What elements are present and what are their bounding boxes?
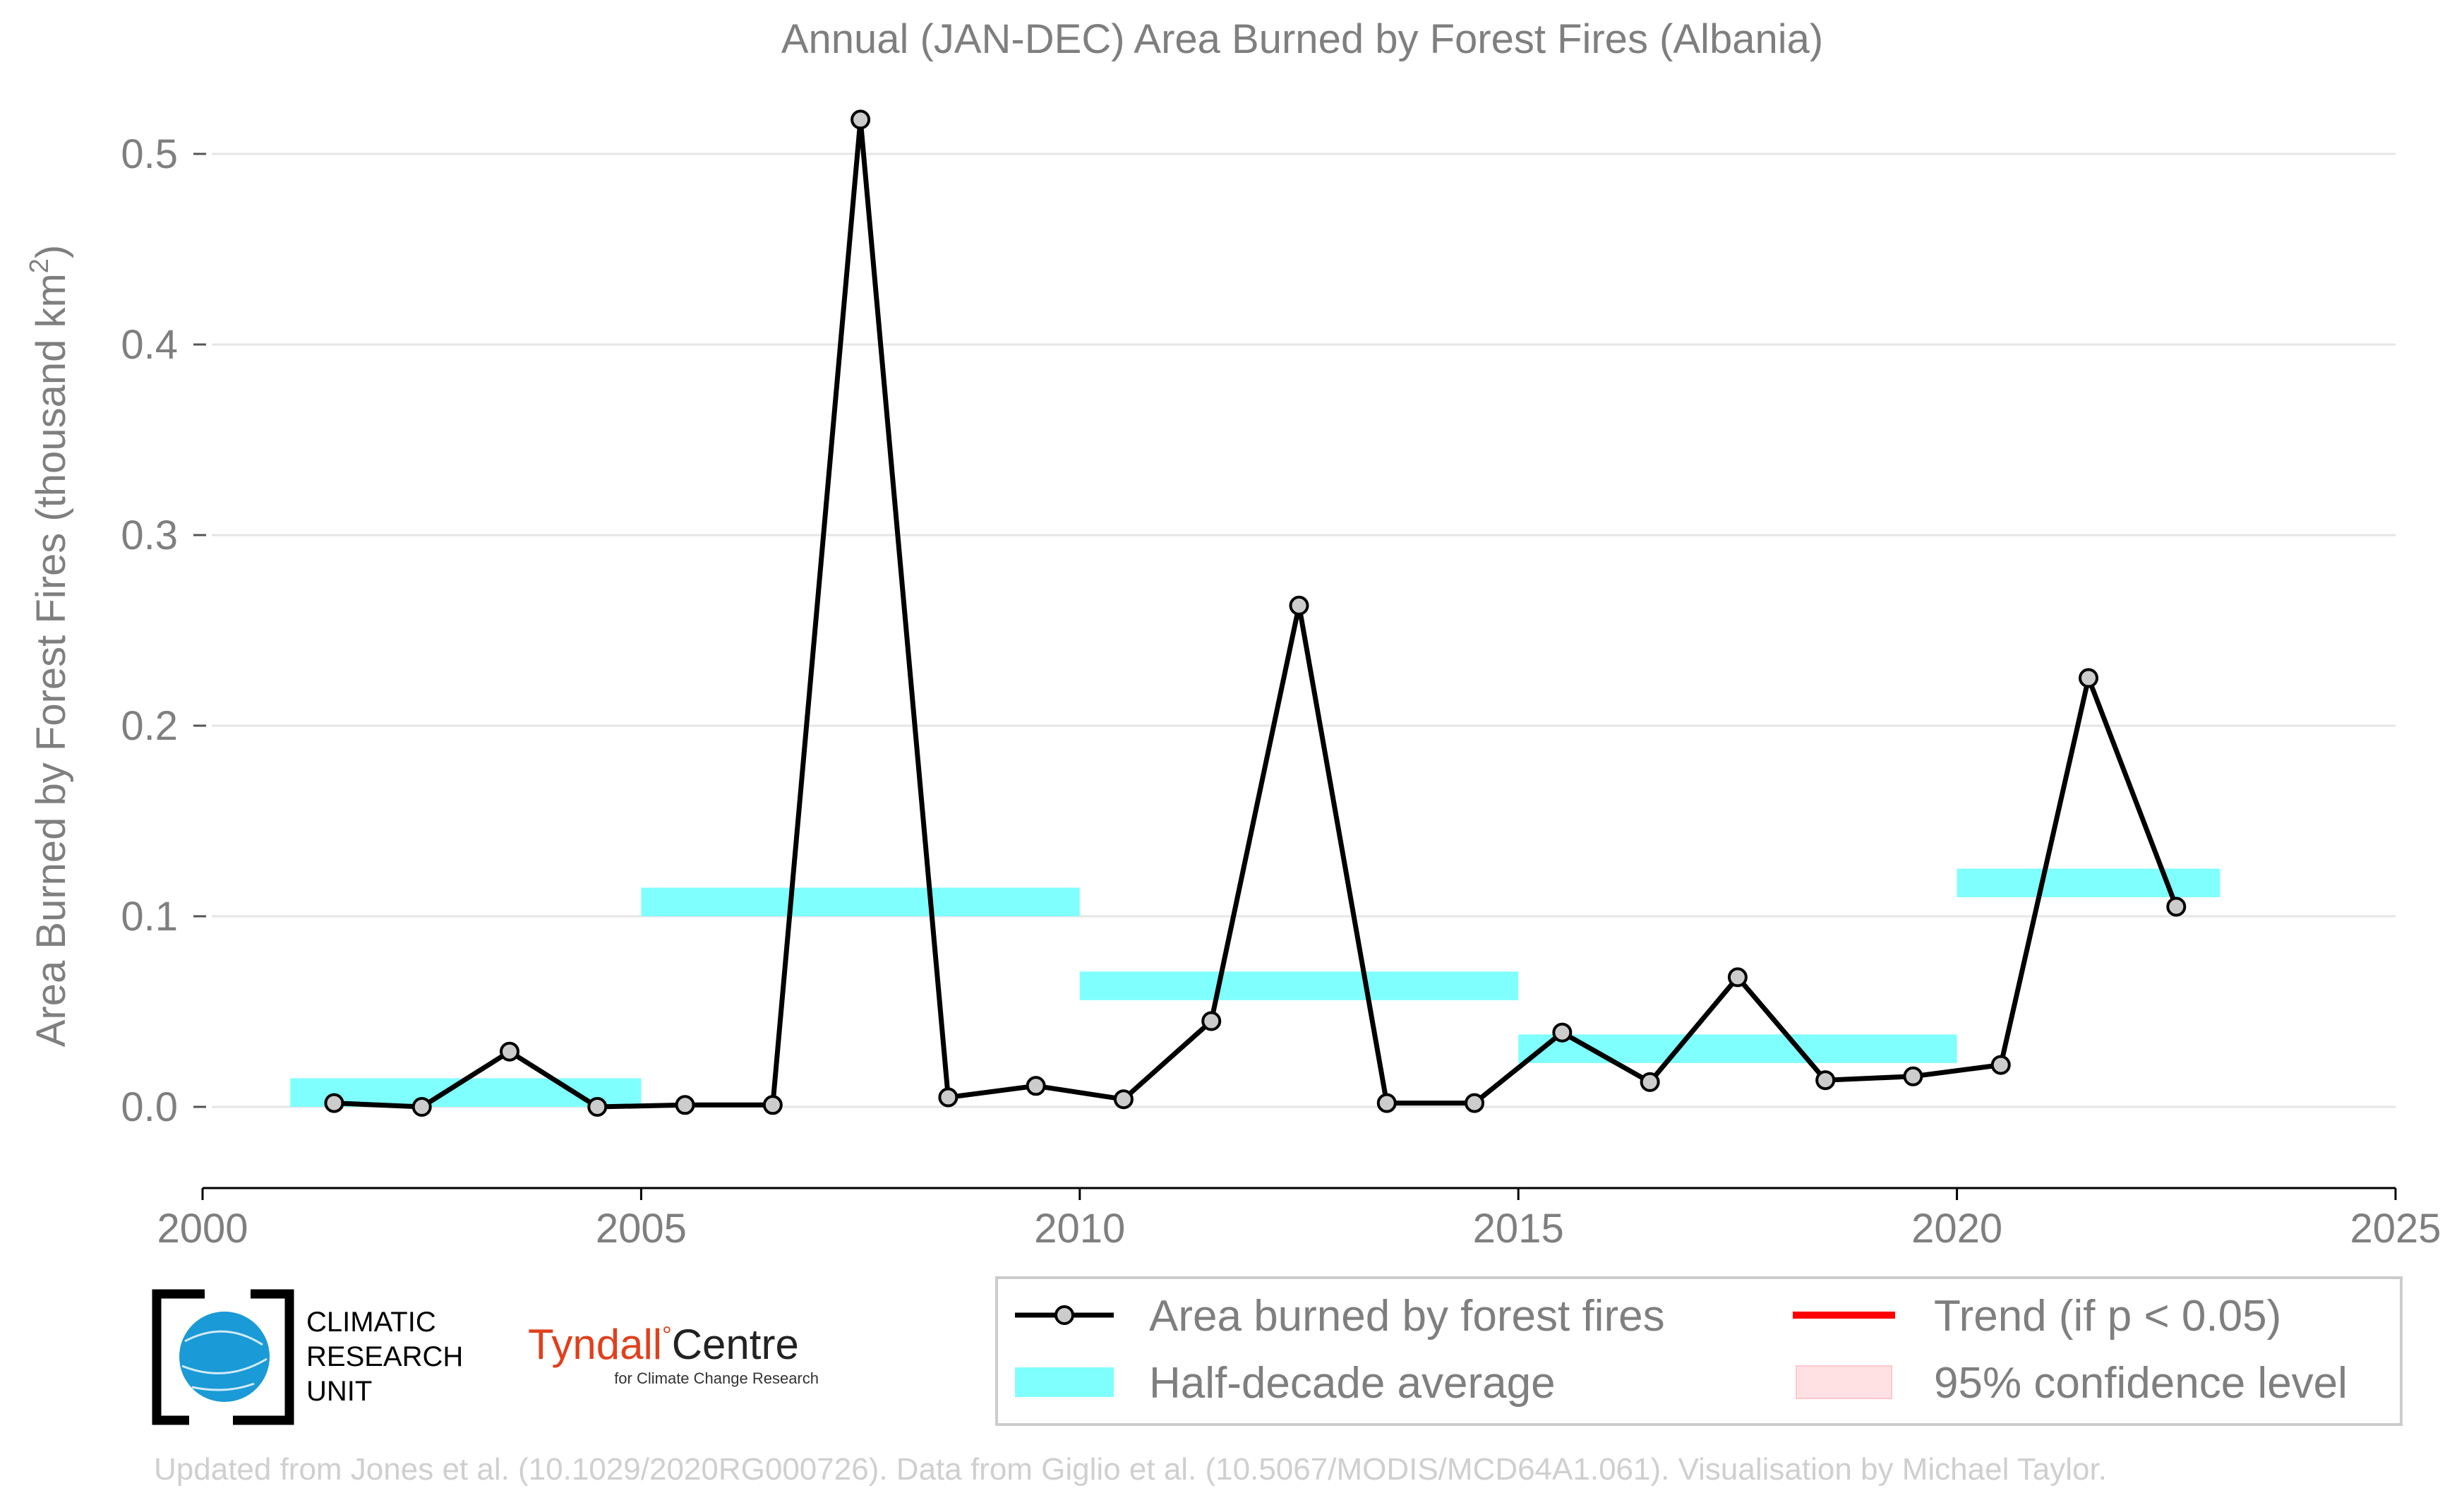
x-tick-label: 2000	[157, 1206, 248, 1252]
credit-line: Updated from Jones et al. (10.1029/2020R…	[154, 1452, 2107, 1487]
legend: Area burned by forest fires Half-decade …	[995, 1276, 2403, 1426]
half-decade-bands	[290, 868, 2220, 1107]
data-point	[499, 1041, 519, 1062]
half-decade-band	[1079, 971, 1519, 1000]
data-point	[1376, 1093, 1397, 1113]
data-point	[1201, 1011, 1222, 1031]
y-tick-label: 0.0	[121, 1084, 178, 1130]
data-point	[1727, 967, 1748, 988]
legend-series-marker	[1054, 1305, 1074, 1325]
x-axis: 2000 2005 2010 2015 2020 2025	[157, 1187, 2441, 1252]
y-axis-ticks: 0.0 0.1 0.2 0.3 0.4 0.5	[121, 131, 206, 1130]
data-point	[1640, 1072, 1660, 1092]
y-axis-label: Area Burned by Forest Fires (thousand km…	[25, 245, 74, 1048]
data-point	[2079, 668, 2099, 688]
chart-title: Annual (JAN-DEC) Area Burned by Forest F…	[781, 16, 1823, 62]
half-decade-band	[1518, 1034, 1957, 1063]
cru-logo-line2: RESEARCH	[306, 1341, 463, 1372]
legend-ci-label: 95% confidence level	[1934, 1359, 2348, 1408]
data-point	[1289, 595, 1309, 616]
half-decade-band	[641, 887, 1080, 916]
cru-logo-bracket-right	[233, 1289, 294, 1425]
data-point	[1465, 1093, 1485, 1113]
data-point	[1990, 1055, 2011, 1075]
x-tick-label: 2025	[2350, 1206, 2441, 1252]
x-tick-label: 2010	[1034, 1206, 1125, 1252]
cru-logo-bracket-left	[152, 1289, 205, 1425]
y-tick-label: 0.5	[121, 131, 178, 177]
data-point	[1026, 1076, 1046, 1096]
cru-logo: CLIMATIC RESEARCH UNIT	[152, 1289, 463, 1425]
y-tick-label: 0.2	[121, 703, 178, 749]
cru-logo-line1: CLIMATIC	[306, 1307, 436, 1338]
data-point	[938, 1087, 958, 1108]
legend-series-label: Area burned by forest fires	[1149, 1292, 1665, 1341]
data-point	[1903, 1066, 1923, 1086]
series-line	[334, 119, 2179, 1110]
y-tick-label: 0.4	[121, 322, 178, 368]
legend-ci-swatch	[1796, 1365, 1892, 1399]
data-point	[587, 1097, 608, 1117]
x-tick-label: 2020	[1911, 1206, 2002, 1252]
data-point	[411, 1097, 432, 1117]
legend-half-decade-label: Half-decade average	[1149, 1359, 1556, 1408]
series-area-burned	[324, 109, 2187, 1117]
x-tick-label: 2015	[1473, 1206, 1564, 1252]
y-tick-label: 0.1	[121, 894, 178, 940]
data-point	[1815, 1070, 1836, 1091]
legend-trend-label: Trend (if p < 0.05)	[1934, 1292, 2281, 1341]
cru-logo-line3: UNIT	[306, 1376, 372, 1407]
globe-icon	[179, 1312, 270, 1402]
data-point	[324, 1093, 344, 1113]
data-point	[1113, 1089, 1134, 1110]
tyndall-logo-subtitle: for Climate Change Research	[614, 1369, 819, 1387]
data-point	[2166, 897, 2187, 917]
data-point	[851, 109, 871, 130]
legend-half-decade-swatch	[1015, 1367, 1114, 1397]
x-tick-label: 2005	[596, 1206, 687, 1252]
data-point	[762, 1095, 783, 1115]
data-point	[1552, 1022, 1573, 1043]
data-point	[675, 1095, 695, 1115]
tyndall-logo-name: Tyndall°Centre	[528, 1321, 799, 1368]
globe-icon-lines	[181, 1330, 268, 1391]
grid-lines	[212, 152, 2396, 1108]
half-decade-band	[1957, 868, 2220, 897]
y-tick-label: 0.3	[121, 512, 178, 558]
tyndall-logo: Tyndall°Centre for Climate Change Resear…	[528, 1321, 819, 1387]
legend-frame	[995, 1276, 2403, 1426]
